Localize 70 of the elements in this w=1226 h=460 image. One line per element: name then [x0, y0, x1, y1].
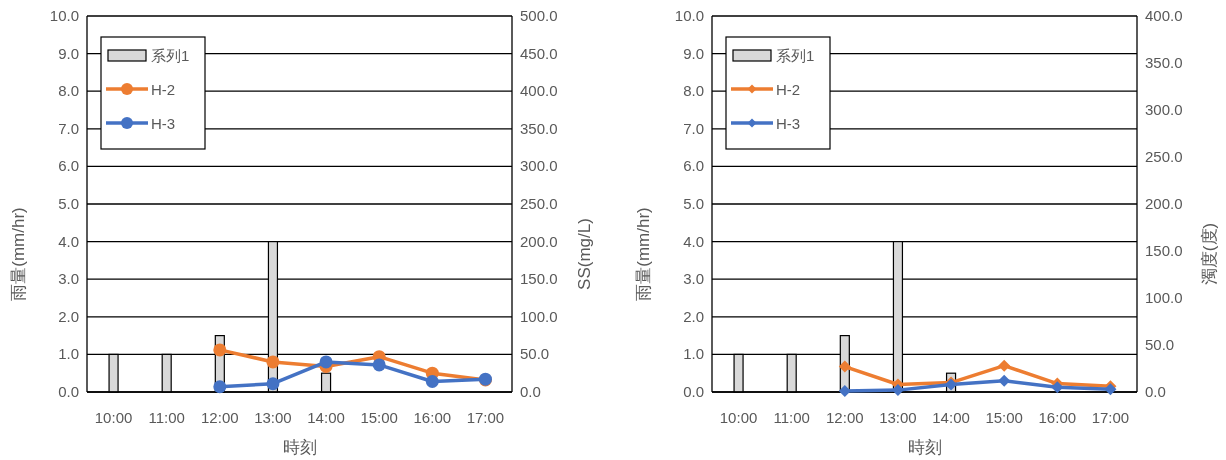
ytick: 7.0 — [58, 119, 79, 137]
y2tick: 200.0 — [520, 232, 558, 250]
y2tick: 350.0 — [520, 119, 558, 137]
ytick: 8.0 — [58, 82, 79, 100]
ytick: 4.0 — [58, 232, 79, 250]
y2tick: 150.0 — [1145, 242, 1183, 259]
legend-label: 系列1 — [151, 47, 190, 64]
y2tick: 500.0 — [520, 7, 558, 24]
ytick: 2.0 — [58, 307, 79, 325]
ytick: 0.0 — [683, 383, 704, 400]
y2tick: 100.0 — [520, 307, 558, 325]
ylabel: 雨量(mm/hr) — [9, 207, 28, 301]
ytick: 0.0 — [58, 383, 79, 400]
ylabel: 雨量(mm/hr) — [634, 207, 653, 301]
xlabel: 時刻 — [282, 438, 317, 457]
ytick: 8.0 — [683, 82, 704, 100]
xtick: 15:00 — [360, 409, 398, 426]
ytick: 7.0 — [683, 119, 704, 137]
y2label: SS(mg/L) — [575, 218, 594, 290]
y2tick: 50.0 — [1145, 336, 1175, 353]
ytick: 1.0 — [58, 345, 79, 363]
ytick: 3.0 — [58, 270, 79, 288]
xtick: 11:00 — [773, 409, 810, 426]
xtick: 10:00 — [719, 409, 758, 426]
ytick: 3.0 — [683, 270, 704, 288]
y2tick: 0.0 — [520, 383, 541, 400]
ytick: 6.0 — [683, 157, 704, 175]
y2tick: 300.0 — [520, 157, 558, 175]
y2tick: 350.0 — [1145, 54, 1183, 71]
xtick: 12:00 — [826, 409, 864, 426]
y2tick: 250.0 — [520, 195, 558, 212]
ytick: 2.0 — [683, 307, 704, 325]
ytick: 1.0 — [683, 345, 704, 363]
legend-label: H-2 — [151, 81, 176, 98]
y2tick: 200.0 — [1145, 195, 1183, 212]
y2tick: 450.0 — [520, 44, 558, 62]
legend-label: H-3 — [776, 115, 801, 132]
ytick: 9.0 — [58, 44, 79, 62]
ytick: 9.0 — [683, 44, 704, 62]
y2tick: 250.0 — [1145, 148, 1183, 165]
y2tick: 100.0 — [1145, 289, 1183, 306]
ytick: 4.0 — [683, 232, 704, 250]
xtick: 16:00 — [413, 409, 452, 426]
legend-label: H-2 — [776, 81, 801, 98]
xtick: 17:00 — [1091, 409, 1130, 426]
xtick: 13:00 — [879, 409, 917, 426]
y2label: 濁度(度) — [1200, 222, 1219, 286]
xtick: 13:00 — [254, 409, 292, 426]
ytick: 10.0 — [674, 7, 704, 24]
xlabel: 時刻 — [907, 438, 942, 457]
ytick: 5.0 — [58, 195, 79, 212]
y2tick: 150.0 — [520, 270, 558, 288]
ytick: 5.0 — [683, 195, 704, 212]
xtick: 11:00 — [148, 409, 185, 426]
y2tick: 0.0 — [1145, 383, 1166, 400]
y2tick: 400.0 — [1145, 7, 1183, 24]
y2tick: 300.0 — [1145, 101, 1183, 118]
legend-label: H-3 — [151, 115, 176, 132]
y2tick: 50.0 — [520, 345, 550, 363]
xtick: 12:00 — [201, 409, 239, 426]
ytick: 10.0 — [49, 7, 79, 24]
y2tick: 400.0 — [520, 82, 558, 100]
xtick: 16:00 — [1038, 409, 1077, 426]
ytick: 6.0 — [58, 157, 79, 175]
xtick: 14:00 — [932, 409, 970, 426]
xtick: 10:00 — [94, 409, 133, 426]
legend-label: 系列1 — [776, 47, 815, 64]
xtick: 17:00 — [466, 409, 505, 426]
xtick: 14:00 — [307, 409, 345, 426]
xtick: 15:00 — [985, 409, 1023, 426]
